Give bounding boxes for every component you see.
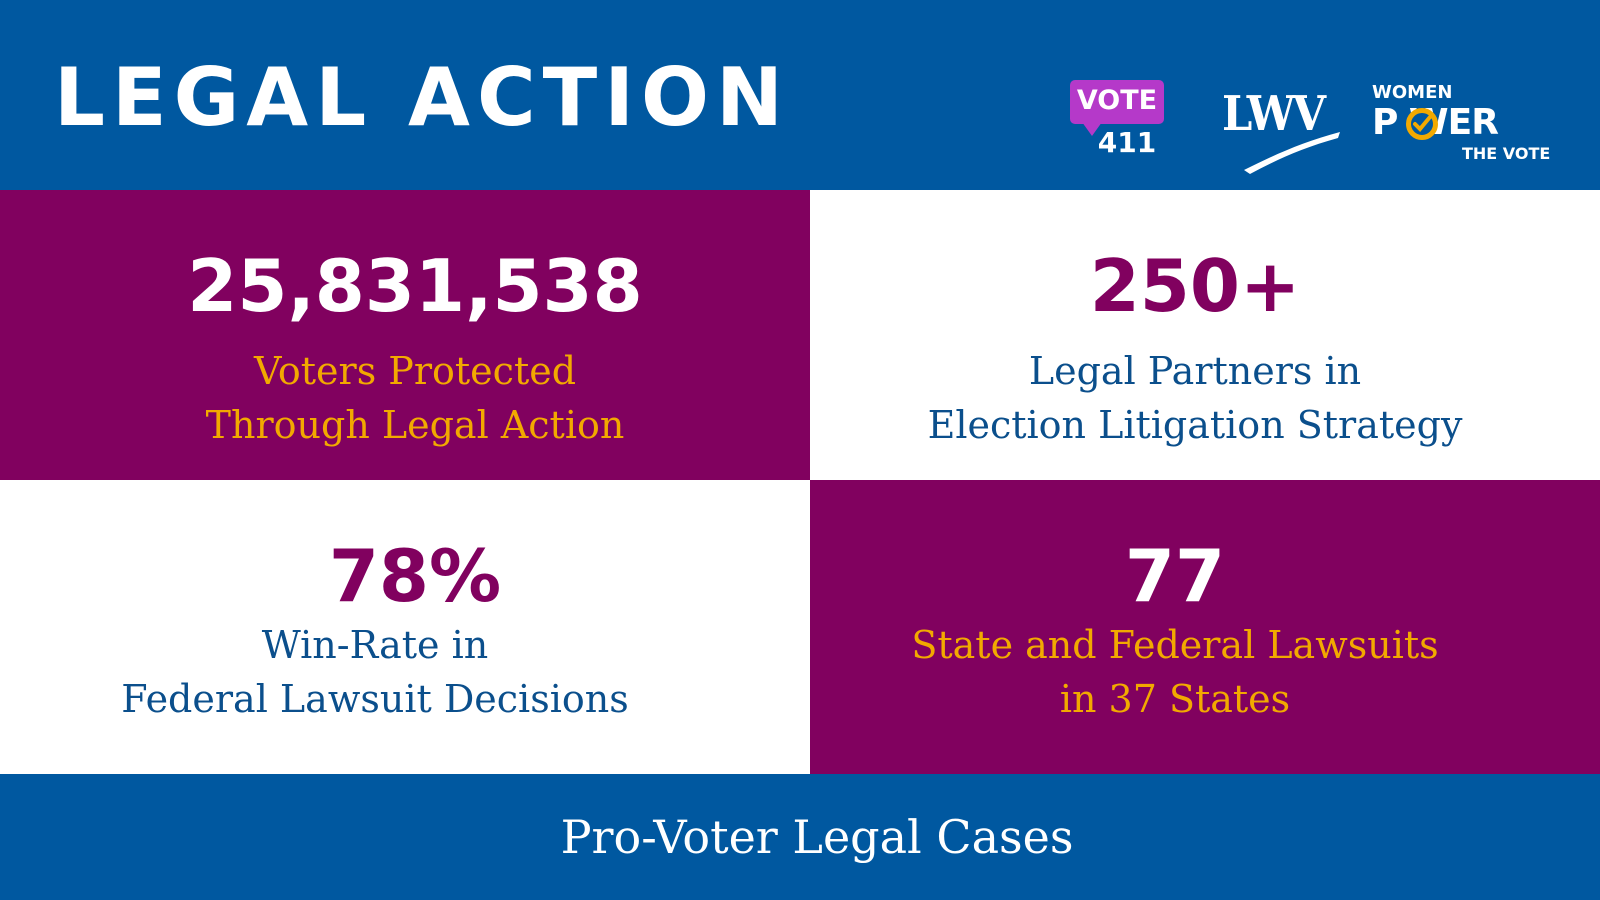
checkmark-circle-icon xyxy=(1406,108,1438,140)
stat-label-line1: State and Federal Lawsuits xyxy=(911,623,1439,667)
speech-bubble-icon xyxy=(1070,80,1164,124)
stat-card-lawsuits: 77 State and Federal Lawsuits in 37 Stat… xyxy=(810,480,1600,774)
stat-value: 78% xyxy=(328,534,502,618)
lwv-logo: LWV xyxy=(1222,86,1347,174)
stat-card-voters-protected: 25,831,538 Voters Protected Through Lega… xyxy=(0,190,810,480)
stat-value: 250+ xyxy=(1089,244,1301,328)
stat-label-line2: Election Litigation Strategy xyxy=(927,403,1463,447)
women-power-the-vote-logo: WOMEN P WER THE VOTE xyxy=(1372,82,1552,166)
stat-label: Legal Partners in Election Litigation St… xyxy=(800,344,1590,452)
stat-label-line1: Win-Rate in xyxy=(261,623,489,667)
lwv-logo-text: LWV xyxy=(1222,86,1326,142)
stat-label-line1: Legal Partners in xyxy=(1028,349,1362,393)
stat-label-line2: Federal Lawsuit Decisions xyxy=(121,677,629,721)
vote411-logo-word: VOTE xyxy=(1076,85,1158,116)
stat-value: 25,831,538 xyxy=(187,244,643,328)
stat-label: Voters Protected Through Legal Action xyxy=(10,344,820,452)
stat-label-line2: Through Legal Action xyxy=(205,403,625,447)
page-title: LEGAL ACTION xyxy=(54,51,790,144)
header-bar: LEGAL ACTION VOTE 411 LWV WOMEN P WER xyxy=(0,0,1600,190)
wptv-logo-line1: WOMEN xyxy=(1372,82,1453,103)
speech-bubble-tail xyxy=(1082,122,1102,136)
vote411-logo-number: 411 xyxy=(1097,126,1157,159)
logo-group: VOTE 411 LWV WOMEN P WER THE VOTE xyxy=(1070,78,1570,174)
stat-card-win-rate: 78% Win-Rate in Federal Lawsuit Decision… xyxy=(0,480,810,774)
stat-card-legal-partners: 250+ Legal Partners in Election Litigati… xyxy=(810,190,1600,480)
swoosh-icon xyxy=(1244,132,1340,174)
stat-value: 77 xyxy=(1124,534,1226,618)
vote411-logo: VOTE 411 xyxy=(1070,80,1164,160)
footer-caption: Pro-Voter Legal Cases xyxy=(560,810,1074,864)
stat-label-line2: in 37 States xyxy=(1059,677,1291,721)
wptv-logo-line3: THE VOTE xyxy=(1462,144,1551,163)
stat-label: State and Federal Lawsuits in 37 States xyxy=(780,618,1570,726)
stat-label: Win-Rate in Federal Lawsuit Decisions xyxy=(0,618,780,726)
stat-label-line1: Voters Protected xyxy=(253,349,577,393)
footer-bar: Pro-Voter Legal Cases xyxy=(0,774,1600,900)
